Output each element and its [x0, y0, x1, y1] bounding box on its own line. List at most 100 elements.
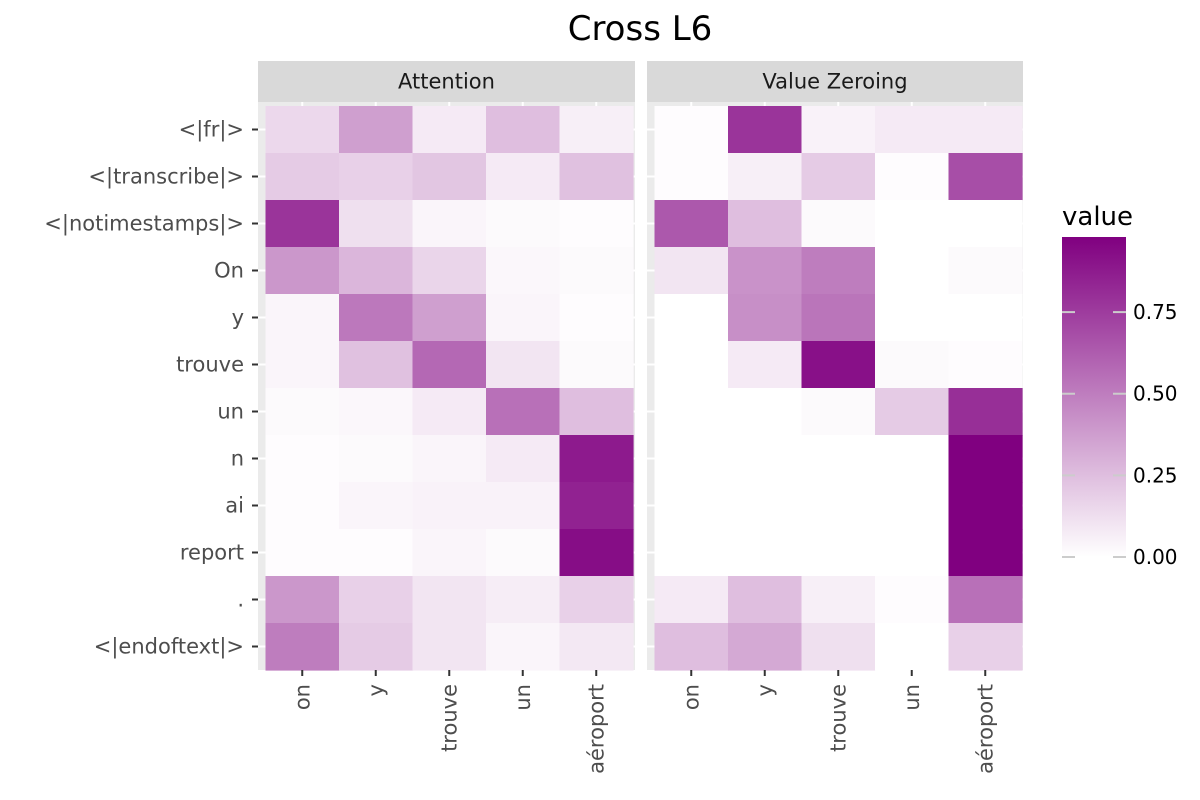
heatmap-cell [728, 388, 803, 436]
heatmap-cell [265, 200, 340, 248]
heatmap-cell [728, 200, 803, 248]
heatmap-cell [728, 623, 803, 671]
heatmap-cell [339, 623, 414, 671]
heatmap-cell [948, 294, 1023, 342]
panels-layer: Attention on y trouve un aéroport <|fr|> <|tran… [44, 61, 1023, 774]
heatmap-cell [875, 435, 950, 483]
heatmap-cell [875, 482, 950, 530]
heatmap-cell [339, 106, 414, 154]
heatmap-cell [654, 623, 729, 671]
heatmap-cell [728, 435, 803, 483]
y-tick-label-ai: ai [225, 494, 244, 518]
heatmap-cell [875, 623, 950, 671]
heatmap-cell [654, 247, 729, 295]
heatmap-cell [339, 435, 414, 483]
heatmap-cell [412, 435, 487, 483]
heatmap-cell [412, 247, 487, 295]
heatmap-cell [339, 247, 414, 295]
x-tick-label-y: y [364, 684, 388, 696]
heatmap-cell [265, 247, 340, 295]
heatmap-cell [875, 153, 950, 201]
heatmap-cell [339, 388, 414, 436]
heatmap-cell [559, 294, 634, 342]
heatmap-cell [948, 247, 1023, 295]
heatmap-cell [948, 341, 1023, 389]
heatmap-cell [728, 529, 803, 577]
heatmap-cell [412, 576, 487, 624]
heatmap-cell [948, 482, 1023, 530]
x-tick-label-a-roport: aéroport [584, 684, 608, 774]
heatmap-cell [339, 529, 414, 577]
heatmap-cell [728, 576, 803, 624]
heatmap-cell [875, 294, 950, 342]
heatmap-cell [801, 435, 876, 483]
heatmap-cell [801, 294, 876, 342]
heatmap-cell [339, 294, 414, 342]
legend-title: value [1062, 202, 1133, 232]
heatmap-cell [654, 482, 729, 530]
heatmap-cell [654, 529, 729, 577]
heatmap-cell [728, 294, 803, 342]
y-tick-label-on: On [214, 259, 244, 283]
heatmap-cell [654, 341, 729, 389]
heatmap-cell [339, 482, 414, 530]
heatmap-cell [559, 341, 634, 389]
y-tick-label-dot: . [237, 588, 244, 612]
heatmap-cell [339, 153, 414, 201]
heatmap-cell [412, 482, 487, 530]
heatmap-cell [801, 482, 876, 530]
heatmap-cell [559, 435, 634, 483]
heatmap-cell [728, 341, 803, 389]
heatmap-cell [265, 388, 340, 436]
y-tick-label-notimestamps: <|notimestamps|> [44, 212, 244, 237]
x-tick-label-trouve: trouve [437, 684, 461, 752]
heatmap-cell [486, 576, 561, 624]
heatmap-cell [654, 200, 729, 248]
heatmap-cell [801, 388, 876, 436]
heatmap-cell [801, 247, 876, 295]
heatmap-cell [412, 153, 487, 201]
heatmap-cell [728, 106, 803, 154]
y-tick-label-n: n [231, 447, 244, 471]
heatmap-cell [875, 106, 950, 154]
legend-ticks: 0.00 0.25 0.50 0.75 [1062, 300, 1178, 569]
heatmap-cell [948, 529, 1023, 577]
x-tick-label-a-roport: aéroport [973, 684, 997, 774]
heatmap-cell [559, 106, 634, 154]
heatmap-cell [412, 529, 487, 577]
y-tick-label-endoftext: <|endoftext|> [94, 635, 244, 660]
heatmap-cell [654, 153, 729, 201]
heatmap-cell [265, 623, 340, 671]
heatmap-cell [948, 576, 1023, 624]
heatmap-cell [875, 341, 950, 389]
heatmap-cell [265, 341, 340, 389]
heatmap-cell [412, 388, 487, 436]
heatmap-cell [412, 106, 487, 154]
heatmap-cell [728, 482, 803, 530]
facet-strip-label: Attention [398, 70, 495, 94]
heatmap-cell [948, 435, 1023, 483]
legend-tick-label: 0.50 [1133, 382, 1178, 406]
heatmap-cell [654, 106, 729, 154]
heatmap-cell [801, 200, 876, 248]
x-tick-label-un: un [511, 684, 535, 711]
heatmap-cell [801, 106, 876, 154]
heatmap-cell [801, 341, 876, 389]
heatmap-cell [654, 576, 729, 624]
heatmap-cell [486, 341, 561, 389]
heatmap-cell [486, 529, 561, 577]
legend-tick-label: 0.00 [1133, 545, 1178, 569]
facet-strip [647, 61, 1023, 102]
heatmap-cell [559, 247, 634, 295]
heatmap-cell [801, 153, 876, 201]
heatmap-cell [486, 482, 561, 530]
heatmap-cell [339, 200, 414, 248]
heatmap-cell [559, 388, 634, 436]
heatmap-cell [654, 294, 729, 342]
heatmap-cell [559, 482, 634, 530]
heatmap-cell [654, 435, 729, 483]
heatmap-cell [654, 388, 729, 436]
x-tick-label-un: un [900, 684, 924, 711]
panel-value-zeroing: Value Zeroing on y trouve un aéroport [647, 61, 1023, 774]
